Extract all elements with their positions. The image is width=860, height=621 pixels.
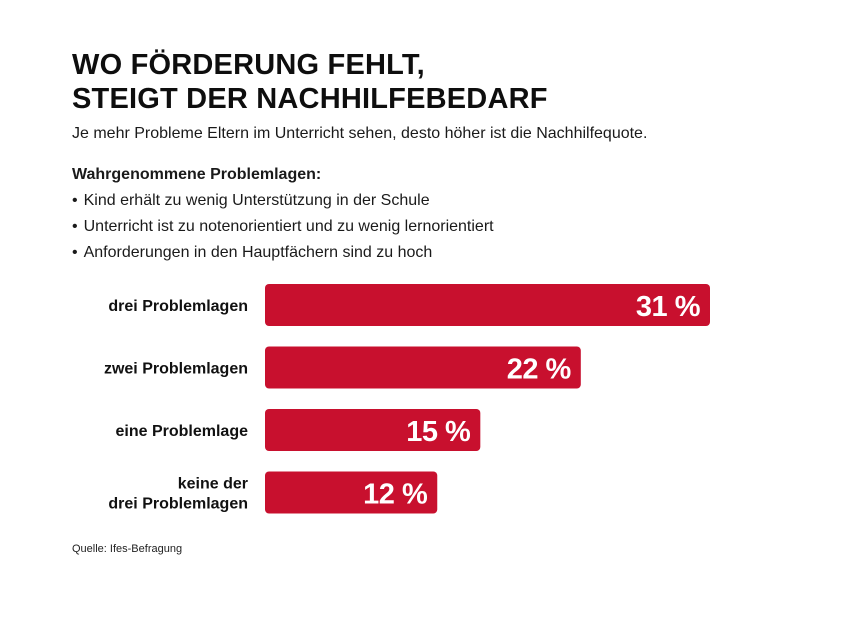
chart-title-line-1: WO FÖRDERUNG FEHLT, [72,49,425,81]
chart-title: WO FÖRDERUNG FEHLT, STEIGT DER NACHHILFE… [72,48,548,116]
bar-value-label: 12 % [363,479,428,511]
category-label: drei Problemlagen [108,496,248,513]
problem-list-heading: Wahrgenommene Problemlagen: [72,166,322,183]
problem-list-item: Anforderungen in den Hauptfächern sind z… [72,240,494,266]
category-label: zwei Problemlagen [104,361,248,378]
problem-list-item: Kind erhält zu wenig Unterstützung in de… [72,188,494,214]
category-label: drei Problemlagen [108,298,248,315]
problem-list: Kind erhält zu wenig Unterstützung in de… [72,188,494,266]
category-label: eine Problemlage [116,423,249,440]
bar [265,471,438,514]
problem-list-block: Wahrgenommene Problemlagen: Kind erhält … [72,162,494,266]
chart-subtitle: Je mehr Probleme Eltern im Unterricht se… [72,125,648,142]
source-note: Quelle: Ifes-Befragung [72,543,183,555]
bar [265,284,710,326]
category-label: keine der [178,476,248,493]
bar [265,346,581,389]
bar [265,409,481,451]
chart-title-line-2: STEIGT DER NACHHILFEBEDARF [72,83,548,115]
problem-list-item: Unterricht ist zu notenorientiert und zu… [72,214,494,240]
bar-value-label: 31 % [636,291,701,323]
bar-value-label: 15 % [406,416,471,448]
bar-value-label: 22 % [507,354,572,386]
